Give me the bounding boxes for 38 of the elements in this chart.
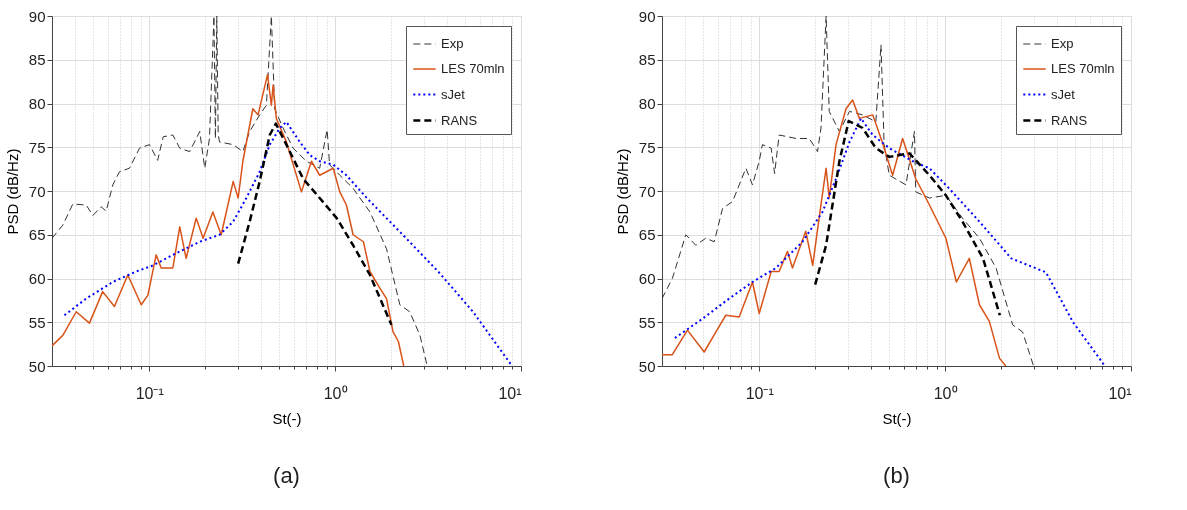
legend-label: sJet xyxy=(441,86,466,102)
y-tick-label: 80 xyxy=(28,95,46,112)
legend-label: Exp xyxy=(441,36,464,51)
legend-label: Exp xyxy=(1051,36,1074,51)
y-tick-label: 55 xyxy=(28,313,46,331)
x-axis-title: St(-) xyxy=(272,409,302,427)
y-tick-label: 75 xyxy=(638,138,656,156)
y-tick-label: 60 xyxy=(638,270,656,287)
x-tick-label: 10¹ xyxy=(498,384,522,402)
y-tick-label: 70 xyxy=(638,182,656,200)
y-axis-title: PSD (dB/Hz) xyxy=(613,148,631,235)
legend-label: RANS xyxy=(1051,112,1088,128)
x-tick-label: 10⁰ xyxy=(933,384,958,402)
x-tick-label: 10⁻¹ xyxy=(745,384,774,402)
x-tick-label: 10¹ xyxy=(1108,384,1132,402)
x-tick-label: 10⁰ xyxy=(323,384,348,402)
text: (b) xyxy=(883,463,910,488)
y-tick-label: 85 xyxy=(638,51,656,69)
y-tick-label: 90 xyxy=(28,7,46,25)
y-tick-label: 55 xyxy=(638,313,656,331)
legend-label: sJet xyxy=(1051,86,1076,102)
y-axis-title: PSD (dB/Hz) xyxy=(3,148,21,235)
text: (a) xyxy=(273,463,300,488)
legend-label: LES 70mln xyxy=(1051,61,1115,76)
legend-label: LES 70mln xyxy=(441,61,505,76)
y-tick-label: 70 xyxy=(28,182,46,200)
y-tick-label: 50 xyxy=(638,357,656,375)
legend-label: RANS xyxy=(441,112,478,128)
y-tick-label: 65 xyxy=(638,226,656,244)
y-tick-label: 75 xyxy=(28,138,46,156)
x-tick-label: 10⁻¹ xyxy=(135,384,164,402)
x-axis-title: St(-) xyxy=(882,409,912,427)
y-tick-label: 85 xyxy=(28,51,46,69)
y-tick-label: 80 xyxy=(638,95,656,112)
y-tick-label: 50 xyxy=(28,357,46,375)
y-tick-label: 60 xyxy=(28,270,46,287)
y-tick-label: 90 xyxy=(638,7,656,25)
y-tick-label: 65 xyxy=(28,226,46,244)
